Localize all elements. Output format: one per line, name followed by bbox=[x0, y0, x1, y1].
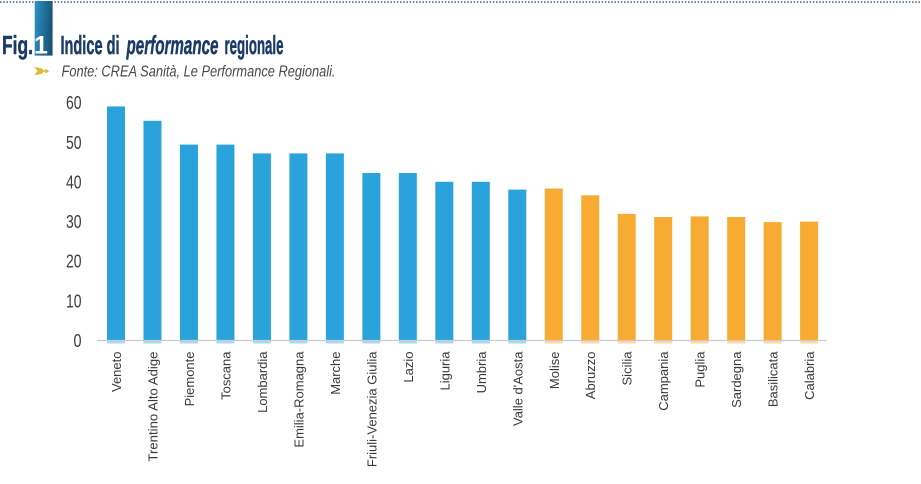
svg-text:Fig.: Fig. bbox=[2, 30, 33, 60]
svg-text:Veneto: Veneto bbox=[109, 352, 124, 393]
svg-text:Indice di: Indice di bbox=[61, 30, 120, 60]
svg-text:Molise: Molise bbox=[547, 352, 562, 390]
svg-text:Marche: Marche bbox=[328, 352, 343, 395]
svg-text:Abruzzo: Abruzzo bbox=[583, 352, 598, 400]
svg-text:performance: performance bbox=[126, 30, 219, 60]
svg-text:20: 20 bbox=[66, 252, 82, 272]
svg-text:40: 40 bbox=[66, 173, 82, 193]
svg-text:Calabria: Calabria bbox=[802, 351, 817, 400]
svg-text:30: 30 bbox=[66, 212, 82, 232]
svg-text:10: 10 bbox=[66, 291, 82, 311]
svg-text:0: 0 bbox=[74, 331, 82, 351]
svg-text:Toscana: Toscana bbox=[218, 351, 233, 400]
svg-text:Valle d'Aosta: Valle d'Aosta bbox=[510, 351, 525, 426]
svg-text:Piemonte: Piemonte bbox=[182, 352, 197, 407]
svg-text:Sardegna: Sardegna bbox=[729, 351, 744, 408]
svg-text:60: 60 bbox=[66, 93, 82, 113]
svg-text:50: 50 bbox=[66, 133, 82, 153]
svg-text:Basilicata: Basilicata bbox=[766, 351, 781, 407]
svg-text:Umbria: Umbria bbox=[474, 351, 489, 394]
svg-text:Campania: Campania bbox=[656, 351, 671, 411]
svg-text:Fonte: CREA Sanità, Le Perform: Fonte: CREA Sanità, Le Performance Regio… bbox=[62, 63, 336, 80]
svg-text:Lazio: Lazio bbox=[401, 352, 416, 383]
svg-text:1: 1 bbox=[34, 31, 48, 59]
svg-text:Liguria: Liguria bbox=[437, 351, 452, 391]
svg-text:Lombardia: Lombardia bbox=[255, 351, 270, 413]
svg-text:Sicilia: Sicilia bbox=[620, 351, 635, 386]
svg-text:Trentino Alto Adige: Trentino Alto Adige bbox=[145, 352, 160, 462]
svg-text:Emilia-Romagna: Emilia-Romagna bbox=[291, 351, 306, 448]
svg-text:regionale: regionale bbox=[225, 30, 284, 60]
svg-text:Puglia: Puglia bbox=[693, 351, 708, 388]
svg-text:Friuli-Venezia Giulia: Friuli-Venezia Giulia bbox=[364, 351, 379, 467]
